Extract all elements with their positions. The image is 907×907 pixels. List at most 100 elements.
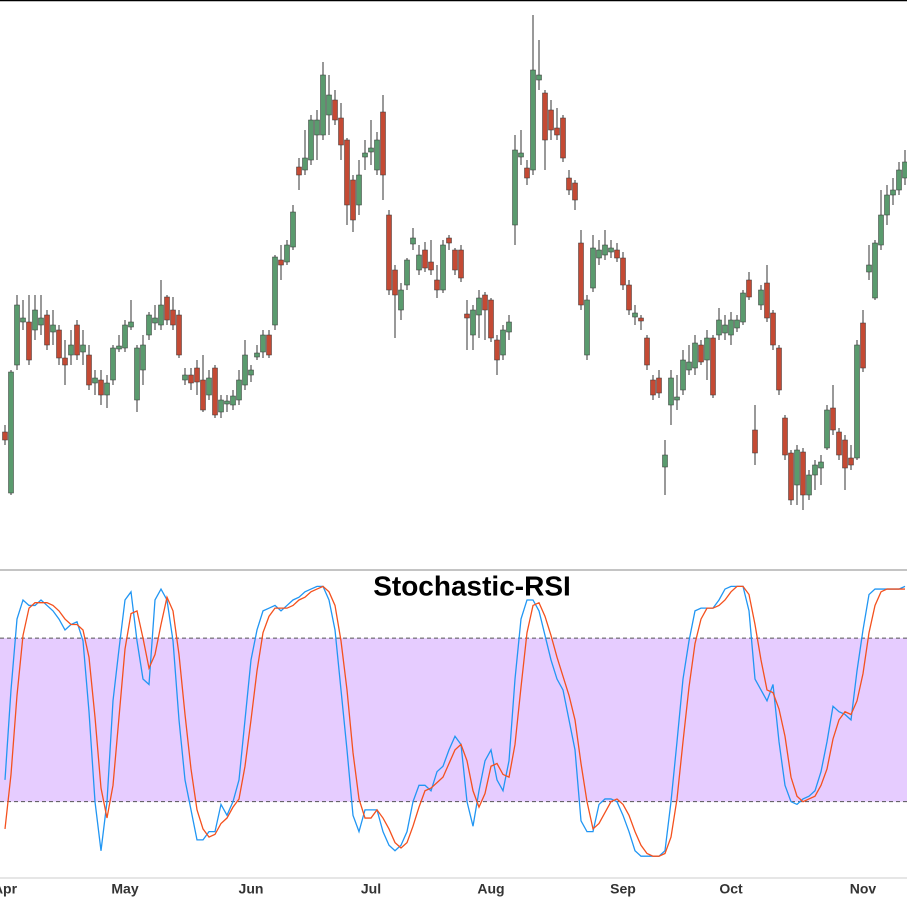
candle-body <box>824 409 830 449</box>
candle-body <box>38 317 44 326</box>
candle-body <box>164 296 170 321</box>
candle-body <box>668 377 674 406</box>
candle-body <box>248 369 254 376</box>
candle-body <box>404 259 410 286</box>
candle-body <box>674 396 680 401</box>
candle-body <box>680 359 686 391</box>
candle-body <box>80 344 86 353</box>
candle-body <box>302 157 308 171</box>
candle-body <box>470 309 476 336</box>
candle-body <box>86 354 92 386</box>
candle-body <box>560 117 566 159</box>
candle-body <box>704 337 710 361</box>
candle-body <box>338 117 344 146</box>
candle-body <box>734 319 740 329</box>
candle-body <box>548 109 554 131</box>
candle-body <box>638 317 644 322</box>
candle-body <box>776 347 782 391</box>
candle-body <box>326 94 332 116</box>
x-tick-label: Oct <box>719 881 743 897</box>
candle-body <box>878 214 884 246</box>
candle-body <box>44 314 50 346</box>
candle-body <box>662 454 668 468</box>
candle-body <box>8 371 14 494</box>
panel-title: Stochastic-RSI <box>373 570 571 601</box>
candle-body <box>194 367 200 383</box>
candle-body <box>140 344 146 371</box>
candle-body <box>620 257 626 286</box>
candle-body <box>32 309 38 331</box>
candle-body <box>860 322 866 369</box>
candle-body <box>332 99 338 121</box>
candle-body <box>350 179 356 221</box>
x-tick-label: May <box>111 881 138 897</box>
candle-body <box>608 247 614 253</box>
band-fill <box>0 638 907 802</box>
candle-body <box>134 347 140 401</box>
candle-body <box>722 324 728 334</box>
candle-body <box>242 354 248 386</box>
candle-body <box>614 249 620 259</box>
candle-body <box>446 237 452 244</box>
candle-body <box>92 377 98 384</box>
candle-body <box>812 464 818 476</box>
candle-body <box>152 317 158 324</box>
candle-body <box>272 256 278 326</box>
candle-body <box>2 431 8 441</box>
candle-body <box>62 357 68 366</box>
x-tick-label: Jul <box>361 881 381 897</box>
candle-body <box>494 339 500 361</box>
candle-body <box>206 377 212 396</box>
candle-body <box>158 304 164 326</box>
candle-body <box>314 119 320 136</box>
candle-body <box>26 321 32 361</box>
candle-body <box>650 379 656 396</box>
candle-body <box>344 139 350 206</box>
candle-body <box>848 457 854 466</box>
candle-body <box>212 367 218 416</box>
candle-body <box>836 431 842 456</box>
candle-body <box>368 147 374 153</box>
candle-body <box>752 429 758 454</box>
candle-body <box>236 379 242 401</box>
candle-body <box>74 324 80 356</box>
candle-body <box>104 382 110 396</box>
candle-body <box>14 304 20 366</box>
candle-body <box>146 314 152 336</box>
candle-body <box>566 177 572 191</box>
candle-body <box>356 174 362 206</box>
candle-body <box>410 237 416 245</box>
stoch-line <box>4 585 906 857</box>
candle-body <box>434 279 440 291</box>
candle-body <box>482 294 488 311</box>
candle-body <box>128 321 134 328</box>
candle-body <box>200 379 206 411</box>
candle-body <box>644 337 650 366</box>
candle-body <box>476 297 482 316</box>
x-tick-label: Nov <box>850 881 877 897</box>
candle-body <box>590 247 596 289</box>
candle-body <box>710 337 716 396</box>
x-tick-label: Jun <box>239 881 264 897</box>
candle-body <box>866 264 872 273</box>
candle-body <box>170 309 176 326</box>
candle-body <box>374 139 380 171</box>
candle-body <box>602 244 608 256</box>
candle-body <box>440 244 446 291</box>
candle-body <box>656 377 662 394</box>
candle-body <box>506 321 512 333</box>
candle-body <box>260 334 266 353</box>
candle-body <box>626 284 632 311</box>
candle-body <box>530 69 536 171</box>
candle-body <box>896 169 902 191</box>
candle-body <box>884 194 890 216</box>
x-tick-label: Sep <box>610 881 636 897</box>
candle-body <box>50 324 56 333</box>
candle-body <box>464 313 470 319</box>
candle-body <box>632 312 638 318</box>
candle-body <box>596 249 602 259</box>
candle-body <box>818 461 824 469</box>
candle-body <box>542 92 548 141</box>
candle-body <box>782 417 788 456</box>
candle-body <box>266 334 272 356</box>
